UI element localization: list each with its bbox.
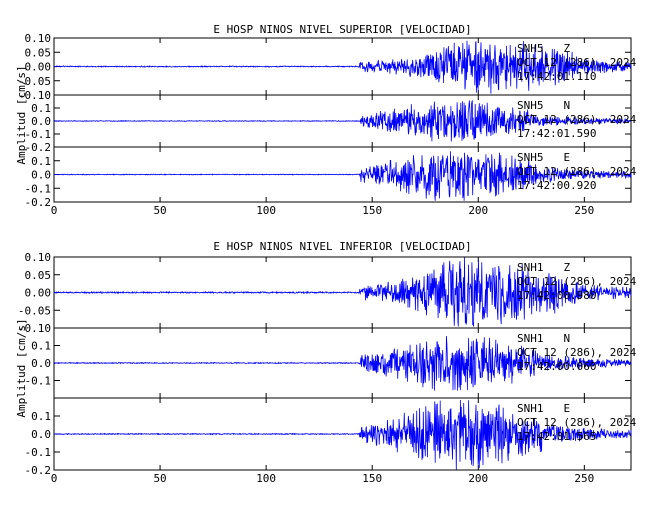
y-tick-label: 0.1	[31, 155, 51, 168]
y-tick-label: -0.10	[18, 322, 51, 335]
y-tick-label: -0.05	[18, 75, 51, 88]
x-tick-label: 0	[51, 204, 58, 217]
station-component-label: SNH1 E	[517, 402, 570, 415]
x-tick-label: 250	[574, 204, 594, 217]
component-name: N	[564, 99, 571, 112]
y-tick-label: -0.05	[18, 304, 51, 317]
station-component-label: SNH5 N	[517, 99, 570, 112]
waveform-trace	[53, 257, 632, 327]
y-tick-label: 0.10	[25, 251, 52, 264]
record-date: OCT 12 (286), 2024	[517, 275, 637, 288]
record-date: OCT 12 (286), 2024	[517, 113, 637, 126]
y-tick-label: 0.0	[31, 115, 51, 128]
station-name: SNH5	[517, 99, 544, 112]
y-tick-label: -0.10	[18, 89, 51, 102]
x-tick-label: 200	[468, 204, 488, 217]
y-tick-label: 0.00	[25, 287, 52, 300]
component-name: Z	[564, 42, 571, 55]
record-date: OCT 12 (286), 2024	[517, 165, 637, 178]
station-name: SNH1	[517, 332, 544, 345]
figure-title: E HOSP NINOS NIVEL SUPERIOR [VELOCIDAD]	[213, 23, 471, 36]
x-tick-label: 50	[153, 472, 166, 485]
x-tick-label: 250	[574, 472, 594, 485]
x-tick-label: 200	[468, 472, 488, 485]
station-component-label: SNH1 N	[517, 332, 570, 345]
y-tick-label: 0.0	[31, 169, 51, 182]
figure-2: E HOSP NINOS NIVEL INFERIOR [VELOCIDAD] A…	[15, 240, 637, 485]
figure-title: E HOSP NINOS NIVEL INFERIOR [VELOCIDAD]	[213, 240, 471, 253]
station-component-label: SNH5 Z	[517, 42, 571, 55]
y-tick-label: 0.05	[25, 46, 52, 59]
y-tick-label: 0.1	[31, 102, 51, 115]
station-component-label: SNH5 E	[517, 151, 570, 164]
y-tick-label: -0.1	[25, 128, 52, 141]
record-date: OCT 12 (286), 2024	[517, 416, 637, 429]
x-tick-label: 0	[51, 472, 58, 485]
x-tick-label: 50	[153, 204, 166, 217]
record-time: 17:42:00.060	[517, 360, 596, 373]
y-tick-label: 0.1	[31, 340, 51, 353]
station-name: SNH5	[517, 42, 544, 55]
station-name: SNH5	[517, 151, 544, 164]
y-tick-label: 0.0	[31, 357, 51, 370]
record-date: OCT 12 (286), 2024	[517, 346, 637, 359]
y-tick-label: 0.05	[25, 269, 52, 282]
waveform-trace	[53, 99, 632, 142]
y-tick-label: -0.1	[25, 446, 52, 459]
component-name: N	[564, 332, 571, 345]
x-tick-label: 100	[256, 204, 276, 217]
y-tick-label: -0.2	[25, 464, 52, 477]
x-tick-label: 150	[362, 204, 382, 217]
record-date: OCT 12 (286), 2024	[517, 56, 637, 69]
waveform-trace	[53, 335, 632, 391]
y-tick-label: -0.1	[25, 182, 52, 195]
y-tick-label: -0.2	[25, 196, 52, 209]
y-tick-label: -0.2	[25, 141, 52, 154]
record-time: 17:42:00.920	[517, 179, 596, 192]
record-time: 17:42:01.590	[517, 127, 596, 140]
y-tick-label: -0.1	[25, 375, 52, 388]
station-name: SNH1	[517, 402, 544, 415]
y-tick-label: 0.1	[31, 410, 51, 423]
y-tick-label: 0.10	[25, 32, 52, 45]
station-name: SNH1	[517, 261, 544, 274]
y-axis-label: Amplitud [cm/s]	[15, 65, 28, 164]
figure-1: E HOSP NINOS NIVEL SUPERIOR [VELOCIDAD] A…	[15, 23, 637, 217]
y-axis-label: Amplitud [cm/s]	[15, 318, 28, 417]
station-component-label: SNH1 Z	[517, 261, 571, 274]
record-time: 17:42:00.980	[517, 289, 596, 302]
component-name: E	[564, 402, 571, 415]
x-tick-label: 100	[256, 472, 276, 485]
waveform-trace	[54, 40, 632, 94]
component-name: E	[564, 151, 571, 164]
waveform-trace	[54, 399, 632, 470]
record-time: 17:42:01.565	[517, 430, 596, 443]
component-name: Z	[564, 261, 571, 274]
waveform-trace	[54, 151, 632, 201]
y-tick-label: 0.0	[31, 428, 51, 441]
record-time: 17:42:01.110	[517, 70, 596, 83]
x-tick-label: 150	[362, 472, 382, 485]
y-tick-label: 0.00	[25, 61, 52, 74]
